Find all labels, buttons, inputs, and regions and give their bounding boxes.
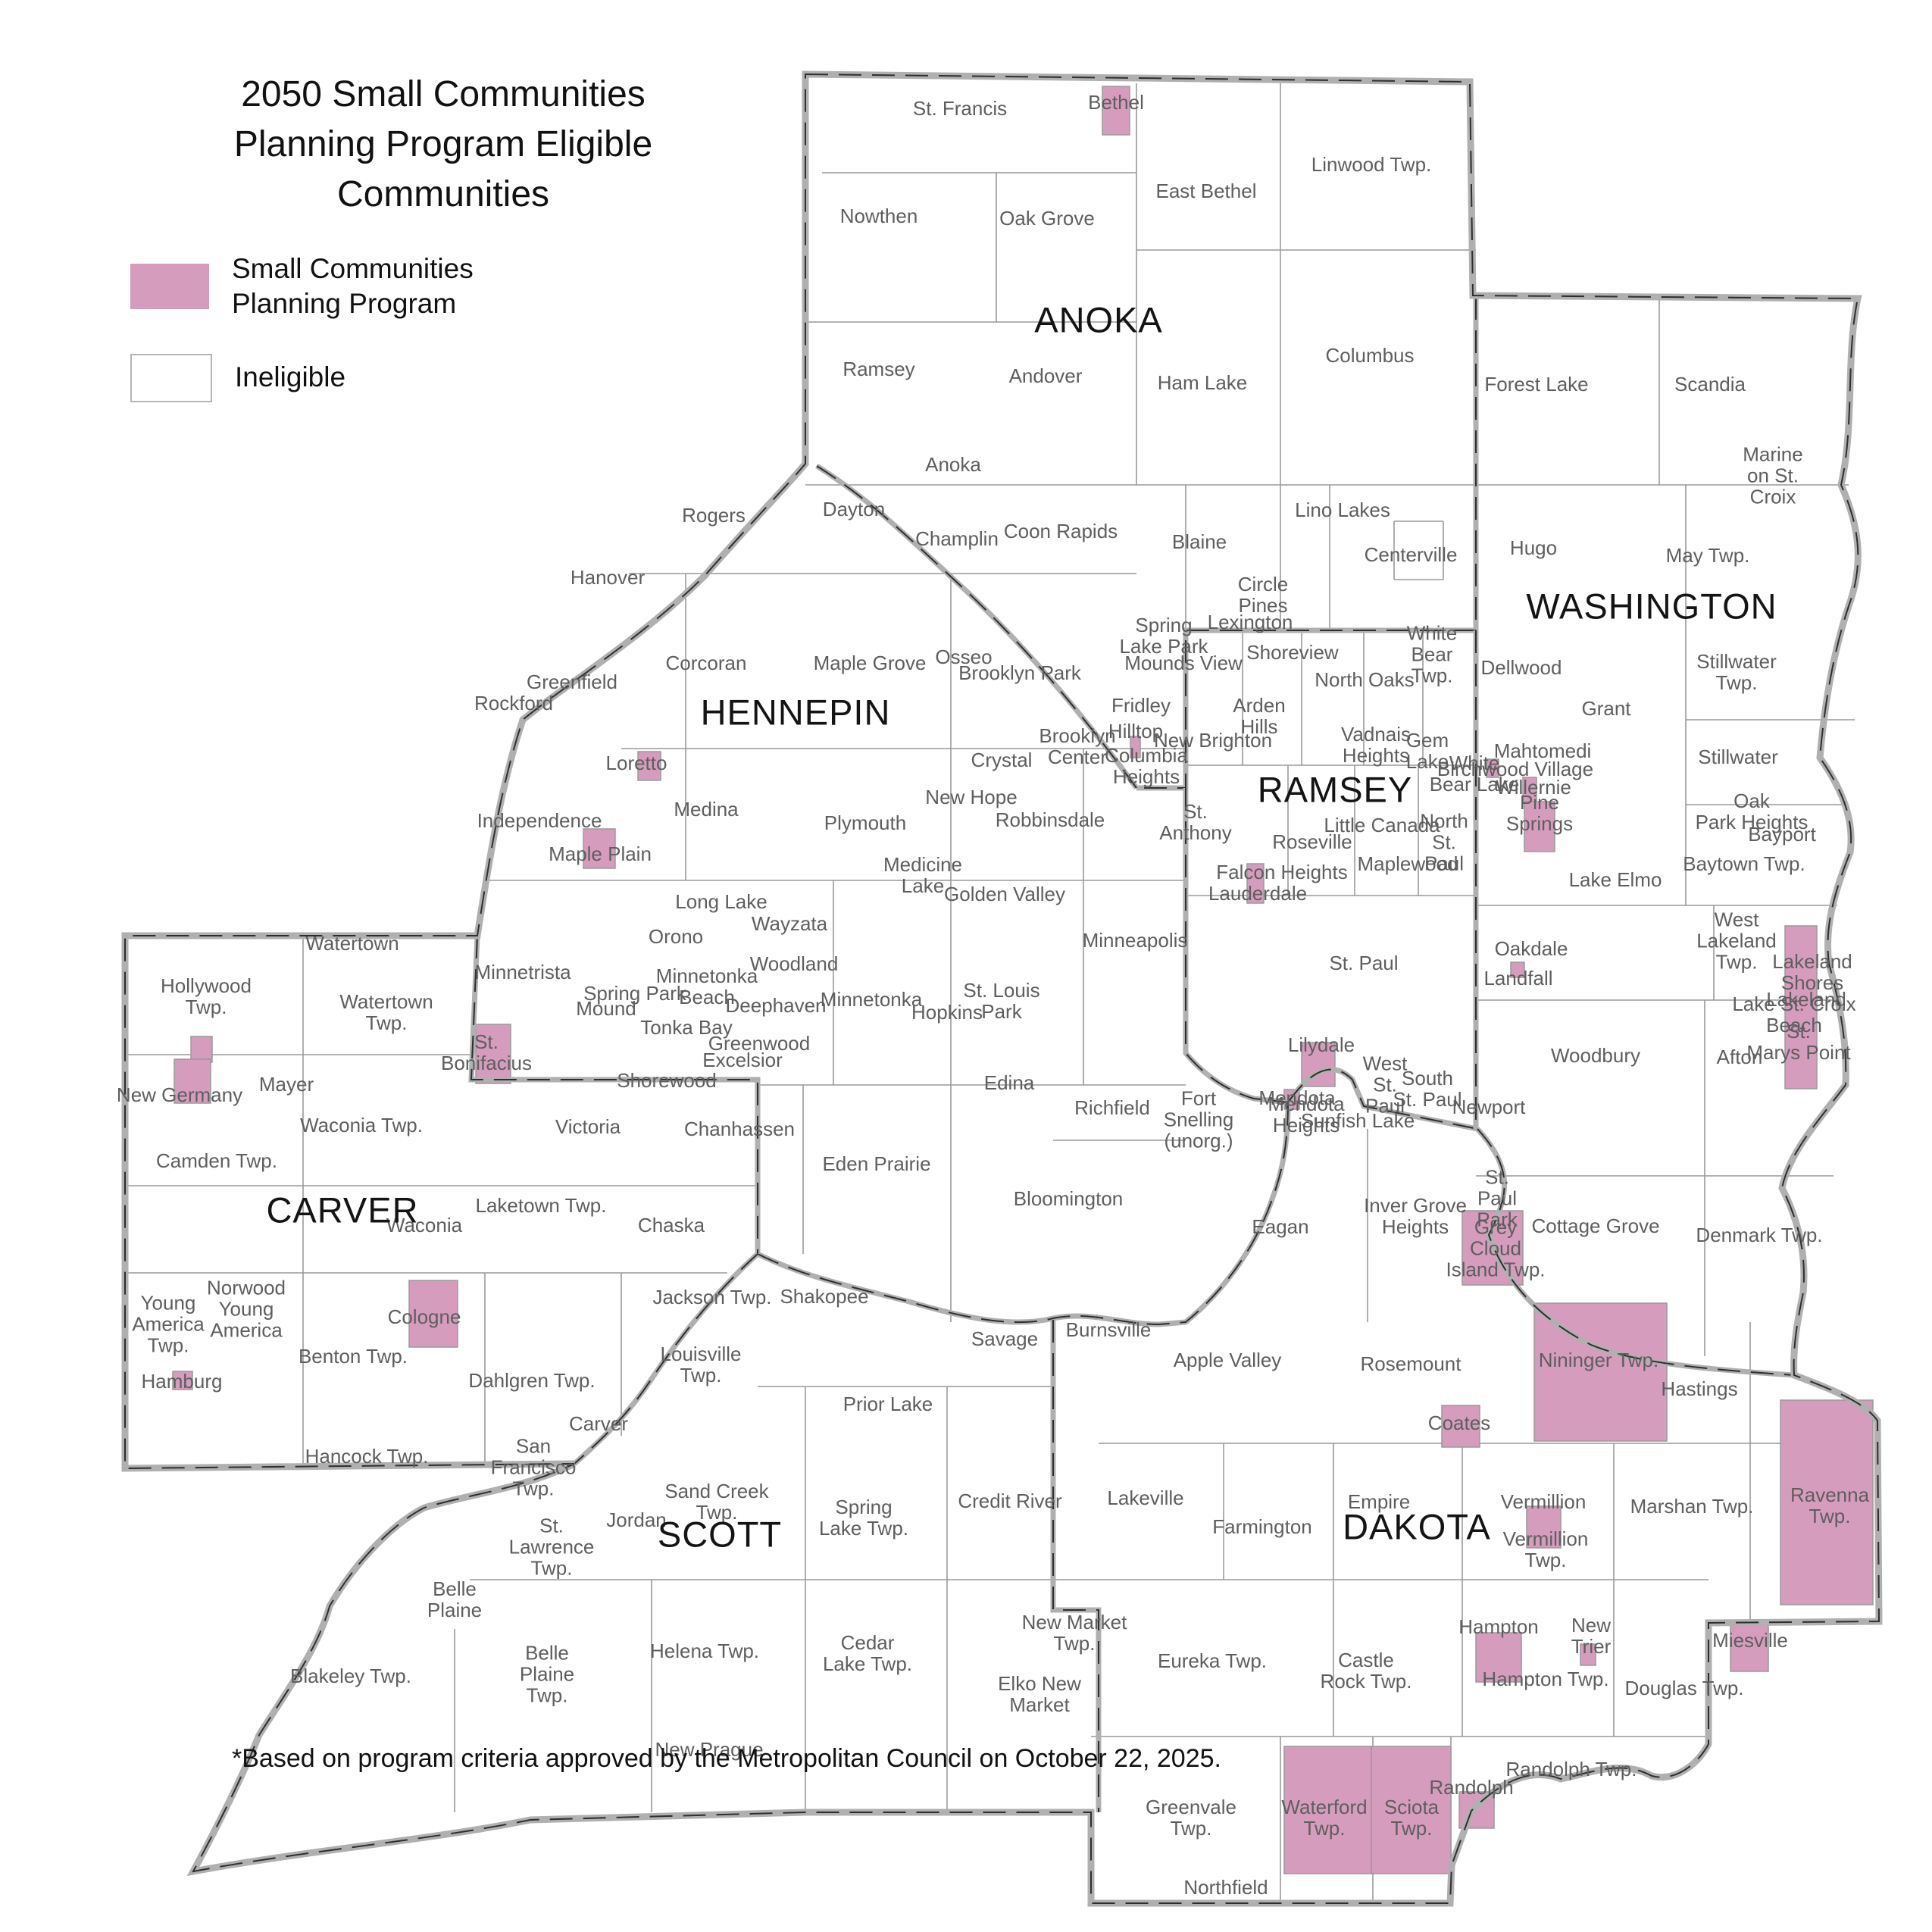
eligible-area-loretto bbox=[637, 751, 661, 781]
eligible-label: Small Communities Planning Program bbox=[232, 253, 474, 320]
eligible-area-maple-plain bbox=[583, 828, 616, 869]
eligible-area-bethel bbox=[1102, 86, 1130, 136]
legend: Small Communities Planning Program Ineli… bbox=[130, 252, 615, 434]
metro-boundary-dash bbox=[124, 73, 1880, 1904]
eligible-area-new-germany bbox=[190, 1036, 213, 1063]
eligible-area-new-germany-south bbox=[174, 1058, 211, 1104]
eligible-area-hilltop bbox=[1130, 736, 1141, 758]
eligible-area-st-bonifacius bbox=[475, 1024, 511, 1084]
eligible-area-waterford-twp bbox=[1283, 1746, 1372, 1874]
eligible-area-ravenna-twp bbox=[1780, 1399, 1874, 1605]
eligible-swatch bbox=[130, 264, 209, 310]
county-boundary-dash bbox=[1185, 788, 1289, 1103]
metro-area bbox=[125, 74, 1879, 1903]
county-boundary-dash bbox=[816, 465, 1137, 789]
ineligible-label: Ineligible bbox=[235, 361, 346, 393]
county-boundary-dash bbox=[574, 1253, 758, 1465]
county-boundary-dash bbox=[1052, 1320, 1099, 1812]
eligible-area-birchwood-village bbox=[1486, 758, 1499, 778]
eligible-area-hamburg bbox=[172, 1371, 193, 1390]
eligible-area-vermillion bbox=[1526, 1505, 1562, 1549]
eligible-area-landfall bbox=[1510, 961, 1525, 978]
eligible-area-lakeland-shores-lakeland-lake-st-croix-beach-st-marys-point bbox=[1784, 925, 1818, 1089]
eligible-area-miesville bbox=[1730, 1621, 1769, 1672]
county-boundary-dash bbox=[757, 1102, 1289, 1326]
county-boundary-dash bbox=[1287, 1068, 1478, 1130]
legend-item-eligible: Small Communities Planning Program bbox=[130, 252, 615, 322]
eligible-area-willernie bbox=[1522, 777, 1537, 802]
map-title: 2050 Small Communities Planning Program … bbox=[233, 74, 653, 215]
county-boundary-dash bbox=[1136, 630, 1476, 789]
eligible-area-coates bbox=[1441, 1405, 1480, 1448]
eligible-area-sciota-twp bbox=[1371, 1746, 1452, 1874]
eligible-area-cologne bbox=[408, 1280, 458, 1348]
eligible-area-new-trier bbox=[1580, 1643, 1596, 1666]
footnote: *Based on program criteria approved by t… bbox=[232, 1744, 1221, 1773]
eligible-area-hampton bbox=[1475, 1632, 1522, 1683]
eligible-area-pine-springs bbox=[1524, 801, 1555, 852]
eligible-area-lauderdale bbox=[1246, 863, 1265, 904]
county-boundary-dash bbox=[470, 935, 758, 1254]
county-boundary-dash bbox=[1477, 1128, 1795, 1376]
ineligible-swatch bbox=[130, 353, 212, 402]
legend-item-ineligible: Ineligible bbox=[130, 353, 615, 402]
